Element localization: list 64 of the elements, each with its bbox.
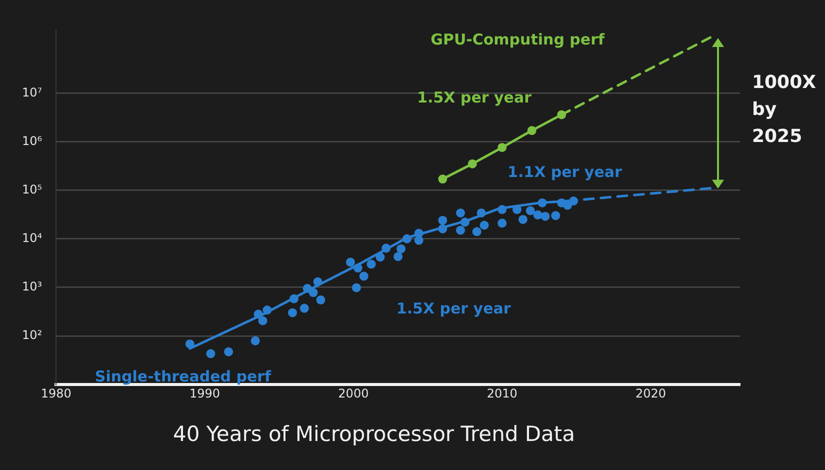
- point: [498, 205, 507, 214]
- point: [438, 174, 448, 184]
- annotation: 1.5X per year: [396, 300, 512, 318]
- y-tick-label: 10³: [22, 279, 42, 294]
- point: [366, 260, 376, 269]
- point: [254, 310, 263, 319]
- x-tick-label: 2000: [338, 386, 369, 401]
- point: [352, 283, 361, 292]
- y-tick-label: 10⁵: [22, 182, 42, 196]
- point: [288, 308, 297, 318]
- point: [557, 110, 566, 120]
- point: [518, 214, 528, 224]
- point: [382, 244, 391, 253]
- x-tick-label: 1980: [40, 386, 72, 401]
- point: [396, 244, 406, 254]
- point: [258, 316, 268, 326]
- y-tick-label: 10⁷: [22, 85, 42, 100]
- point: [472, 227, 482, 236]
- text: 40 Years of Microprocessor Trend Data: [172, 422, 576, 446]
- point: [394, 252, 403, 262]
- point: [359, 272, 368, 281]
- point: [551, 211, 560, 220]
- point: [376, 252, 385, 262]
- point: [262, 306, 272, 315]
- point: [456, 226, 465, 235]
- x-tick-label: 2020: [636, 386, 666, 401]
- point: [414, 236, 424, 245]
- annotation: 1.1X per year: [508, 163, 622, 182]
- text: 1000X by 2025: [752, 72, 816, 147]
- point: [313, 277, 322, 286]
- point: [316, 295, 326, 304]
- y-tick-label: 10⁴: [22, 230, 42, 245]
- point: [476, 208, 486, 218]
- point: [206, 349, 216, 358]
- point: [526, 206, 535, 216]
- x-tick-label: 1990: [189, 386, 220, 401]
- point: [568, 196, 578, 206]
- x-tick-label: 2010: [486, 386, 518, 401]
- point: [438, 224, 448, 234]
- point: [346, 258, 355, 267]
- point: [498, 218, 507, 228]
- point: [250, 336, 260, 346]
- point: [498, 142, 507, 152]
- annotation: 1.5X per year: [417, 88, 532, 106]
- point: [438, 216, 448, 225]
- point: [185, 339, 194, 348]
- point: [224, 347, 234, 356]
- point: [533, 210, 542, 220]
- point: [300, 304, 309, 313]
- y-tick-label: 10⁶: [22, 134, 42, 148]
- text: GPU-Computing perf: [430, 30, 605, 49]
- y-tick-label: 10²: [22, 328, 42, 342]
- point: [540, 212, 550, 221]
- point: [289, 294, 298, 304]
- point: [468, 159, 477, 168]
- point: [460, 218, 470, 227]
- point: [538, 198, 547, 208]
- point: [456, 208, 465, 218]
- point: [402, 234, 412, 244]
- point: [480, 220, 489, 230]
- point: [353, 264, 362, 272]
- point: [308, 288, 318, 298]
- point: [527, 126, 536, 136]
- series-label: Single-threaded perf: [94, 368, 272, 386]
